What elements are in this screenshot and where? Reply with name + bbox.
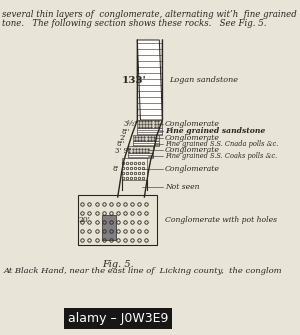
Text: Fine grained S.S. Cnada polls &c.: Fine grained S.S. Cnada polls &c.: [165, 140, 278, 148]
Text: Logan sandstone: Logan sandstone: [169, 76, 238, 84]
Text: 8': 8': [112, 165, 119, 173]
Polygon shape: [137, 120, 162, 128]
Text: Conglomerate: Conglomerate: [165, 165, 220, 173]
Text: 3' 9'': 3' 9'': [115, 147, 131, 155]
Text: Fine grained sandstone: Fine grained sandstone: [165, 127, 265, 135]
Text: At Black Hand, near the east line of  Licking county,  the conglom: At Black Hand, near the east line of Lic…: [4, 267, 283, 275]
Text: 2': 2': [119, 134, 126, 142]
Polygon shape: [122, 158, 147, 180]
Polygon shape: [137, 40, 162, 120]
Polygon shape: [128, 153, 153, 158]
Text: Conglomerate: Conglomerate: [165, 134, 220, 142]
Polygon shape: [79, 195, 157, 245]
Text: Conglomerate: Conglomerate: [165, 120, 220, 128]
Text: Not seen: Not seen: [165, 183, 199, 191]
Text: several thin layers of  conglomerate, alternating wit’h  fine grained: several thin layers of conglomerate, alt…: [2, 10, 297, 19]
Text: Conglomerate with pot holes: Conglomerate with pot holes: [165, 216, 277, 224]
Text: 133': 133': [122, 75, 146, 84]
Polygon shape: [128, 146, 153, 153]
Text: Fine grained S.S. Coaks polls &c.: Fine grained S.S. Coaks polls &c.: [165, 152, 277, 160]
Text: Fig. 5.: Fig. 5.: [102, 260, 134, 269]
Polygon shape: [134, 141, 158, 146]
Polygon shape: [137, 128, 162, 135]
Text: 3½'': 3½'': [124, 120, 139, 128]
Text: 8'': 8'': [122, 128, 130, 136]
Text: alamy – J0W3E9: alamy – J0W3E9: [68, 312, 168, 325]
Polygon shape: [102, 215, 116, 240]
Text: tone.   The following section shows these rocks.   See Fig. 5.: tone. The following section shows these …: [2, 19, 267, 28]
Text: 8'': 8'': [117, 140, 125, 148]
Text: Conglomerate: Conglomerate: [165, 146, 220, 154]
Polygon shape: [134, 135, 158, 141]
Text: 20': 20': [79, 216, 90, 224]
